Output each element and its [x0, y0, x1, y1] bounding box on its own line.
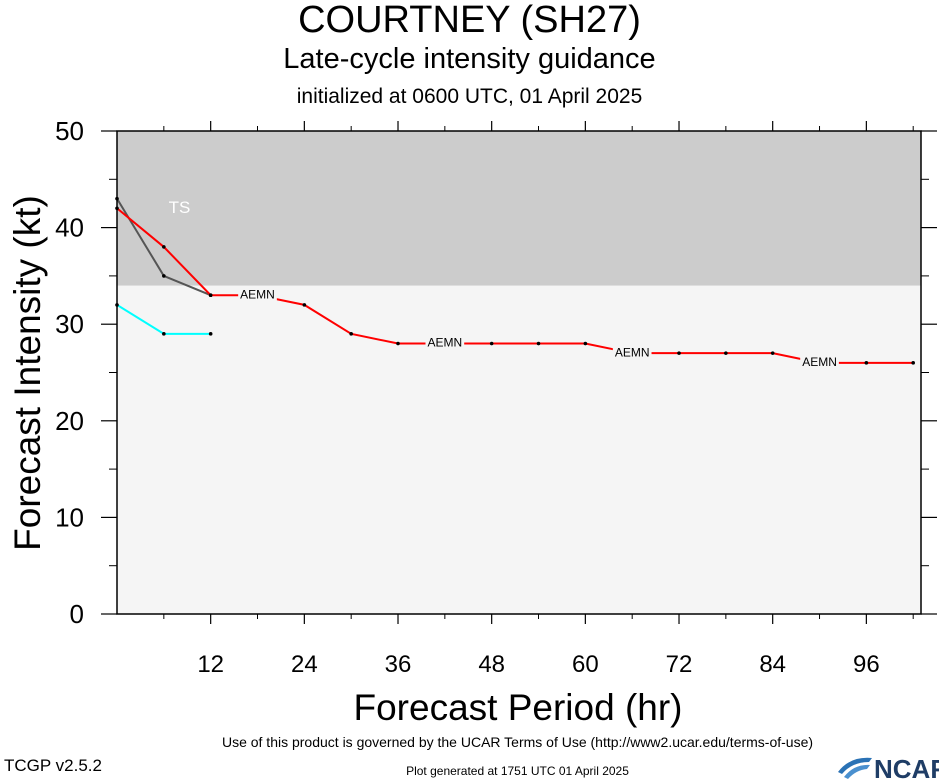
x-tick-label: 36: [385, 651, 412, 678]
chart-title: COURTNEY (SH27): [298, 0, 641, 41]
data-point-aemn: [162, 245, 166, 249]
data-point-aemn: [302, 303, 307, 307]
x-tick-label: 48: [478, 651, 505, 678]
generated-timestamp: Plot generated at 1751 UTC 01 April 2025: [406, 764, 629, 778]
svg-text:NCAR: NCAR: [874, 754, 939, 780]
x-tick-label: 60: [572, 651, 599, 678]
initialization-line: initialized at 0600 UTC, 01 April 2025: [296, 85, 643, 108]
x-tick-label: 72: [666, 651, 693, 678]
series-label-aemn: AEMN: [615, 345, 650, 359]
series-label-aemn: AEMN: [240, 287, 275, 301]
data-point-series-3: [162, 332, 166, 336]
data-point-aemn: [489, 341, 494, 346]
series-label-aemn: AEMN: [428, 336, 463, 350]
y-tick-label: 0: [70, 599, 84, 629]
x-tick-label: 96: [853, 651, 880, 678]
terms-of-use-text: Use of this product is governed by the U…: [221, 734, 814, 750]
x-tick-label: 12: [197, 651, 224, 678]
ncar-logo: NCAR: [838, 754, 939, 780]
x-axis-label: Forecast Period (hr): [354, 687, 683, 728]
band-label-ts: TS: [169, 198, 191, 217]
band-ts: [117, 131, 921, 286]
y-tick-label: 30: [55, 309, 84, 339]
y-tick-label: 20: [55, 406, 84, 436]
data-point-aemn: [864, 361, 869, 365]
data-point-aemn: [396, 341, 400, 346]
series-label-halo: [800, 355, 839, 370]
data-point-aemn: [349, 332, 353, 336]
series-label-aemn: AEMN: [802, 355, 837, 369]
data-point-series-3: [208, 332, 213, 336]
version-label: TCGP v2.5.2: [4, 756, 102, 775]
y-tick-label: 50: [55, 116, 84, 146]
y-tick-label: 40: [55, 213, 84, 243]
data-point-series-2: [162, 274, 166, 278]
data-point-aemn: [536, 341, 541, 346]
data-point-aemn: [724, 351, 728, 355]
series-label-halo: [238, 287, 277, 302]
intensity-bands: TS: [117, 131, 921, 286]
data-point-aemn: [911, 361, 915, 365]
data-point-aemn: [677, 351, 681, 355]
series-label-halo: [612, 345, 652, 360]
x-tick-label: 24: [291, 651, 318, 678]
series-layer: AEMN AEMN AEMN AEMN: [115, 196, 915, 370]
series-label-halo: [425, 335, 465, 350]
axes: 12 24 36 48 60 72 84 96 0 10 20 30 40 50: [55, 116, 937, 678]
x-tick-label: 84: [759, 651, 786, 678]
data-point-aemn: [770, 351, 775, 355]
data-point-aemn: [583, 341, 588, 346]
y-axis-label: Forecast Intensity (kt): [7, 195, 48, 551]
data-point-aemn: [208, 293, 213, 298]
y-tick-label: 10: [55, 502, 84, 532]
chart-subtitle: Late-cycle intensity guidance: [283, 43, 656, 75]
